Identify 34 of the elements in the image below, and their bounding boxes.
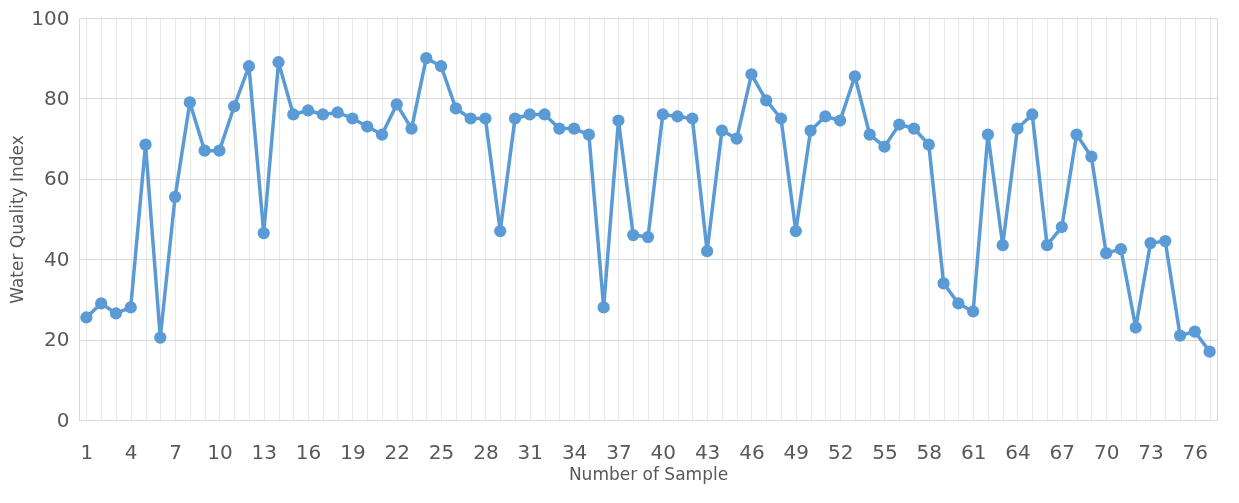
x-tick-label: 58 <box>916 439 943 464</box>
x-tick-label: 52 <box>827 439 854 464</box>
x-tick-label: 70 <box>1093 439 1120 464</box>
x-tick-label: 46 <box>739 439 765 464</box>
y-tick-label: 40 <box>44 246 70 271</box>
x-tick-label: 76 <box>1182 439 1209 464</box>
x-tick-label: 61 <box>960 439 987 464</box>
x-tick-label: 55 <box>872 439 898 464</box>
x-tick-label: 43 <box>694 439 721 464</box>
x-tick-label: 67 <box>1049 439 1076 464</box>
x-tick-label: 13 <box>251 439 277 464</box>
y-tick-label: 80 <box>44 85 70 110</box>
x-tick-label: 10 <box>207 439 233 464</box>
y-tick-label: 60 <box>44 166 70 191</box>
x-tick-label: 16 <box>295 439 322 464</box>
x-tick-label: 25 <box>428 439 455 464</box>
x-tick-label: 1 <box>80 439 94 464</box>
x-tick-label: 37 <box>606 439 632 464</box>
x-tick-label: 73 <box>1138 439 1164 464</box>
y-axis-title: Water Quality Index <box>7 135 28 304</box>
x-tick-label: 19 <box>340 439 366 464</box>
x-tick-label: 49 <box>783 439 810 464</box>
y-tick-label: 20 <box>44 327 70 352</box>
x-tick-label: 28 <box>473 439 499 464</box>
x-tick-label: 34 <box>561 439 588 464</box>
x-tick-label: 7 <box>169 439 182 464</box>
y-tick-label: 100 <box>31 5 70 30</box>
x-axis-title: Number of Sample <box>568 463 729 484</box>
x-tick-label: 22 <box>384 439 410 464</box>
x-tick-label: 64 <box>1005 439 1031 464</box>
x-tick-label: 31 <box>517 439 543 464</box>
x-tick-label: 40 <box>650 439 677 464</box>
y-tick-label: 0 <box>56 407 70 432</box>
x-tick-label: 4 <box>124 439 138 464</box>
